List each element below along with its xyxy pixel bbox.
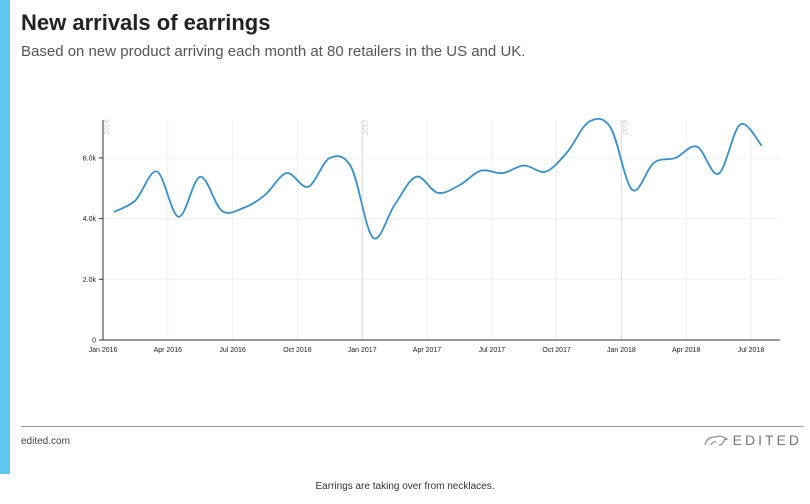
logo-text: EDITED [732, 432, 802, 448]
x-tick-label: Apr 2017 [413, 347, 442, 354]
edited-logo: EDITED [703, 432, 802, 448]
y-tick-label: 6.0k [83, 155, 97, 162]
x-tick-label: Jan 2016 [89, 347, 118, 354]
series-line-earrings [113, 117, 763, 240]
footer-divider [21, 426, 804, 427]
caption: Earrings are taking over from necklaces. [315, 481, 495, 492]
accent-bar [0, 0, 10, 474]
x-tick-label: Jan 2018 [607, 347, 636, 354]
x-tick-label: Apr 2016 [154, 347, 183, 354]
line-chart: 0 2.0k 4.0k 6.0k Jan 2016 Apr 2016 Jul 2016 Oct… [83, 117, 780, 354]
y-tick-label: 2.0k [83, 277, 97, 284]
page-subtitle: Based on new product arriving each month… [21, 43, 526, 60]
x-tick-label: Jul 2018 [738, 347, 765, 354]
x-tick-label: Jan 2017 [348, 347, 377, 354]
bear-icon [704, 435, 729, 446]
x-tick-label: Jul 2016 [219, 347, 246, 354]
year-marker: 2016 [104, 119, 111, 135]
site-link[interactable]: edited.com [21, 436, 70, 447]
page-title: New arrivals of earrings [21, 10, 271, 35]
x-tick-label: Jul 2017 [479, 347, 506, 354]
year-marker: 2017 [363, 119, 370, 135]
year-marker: 2018 [622, 119, 629, 135]
x-tick-label: Apr 2018 [672, 347, 701, 354]
x-tick-label: Oct 2017 [542, 347, 571, 354]
y-tick-label: 0 [92, 338, 96, 345]
y-tick-label: 4.0k [83, 216, 97, 223]
x-tick-label: Oct 2016 [283, 347, 312, 354]
